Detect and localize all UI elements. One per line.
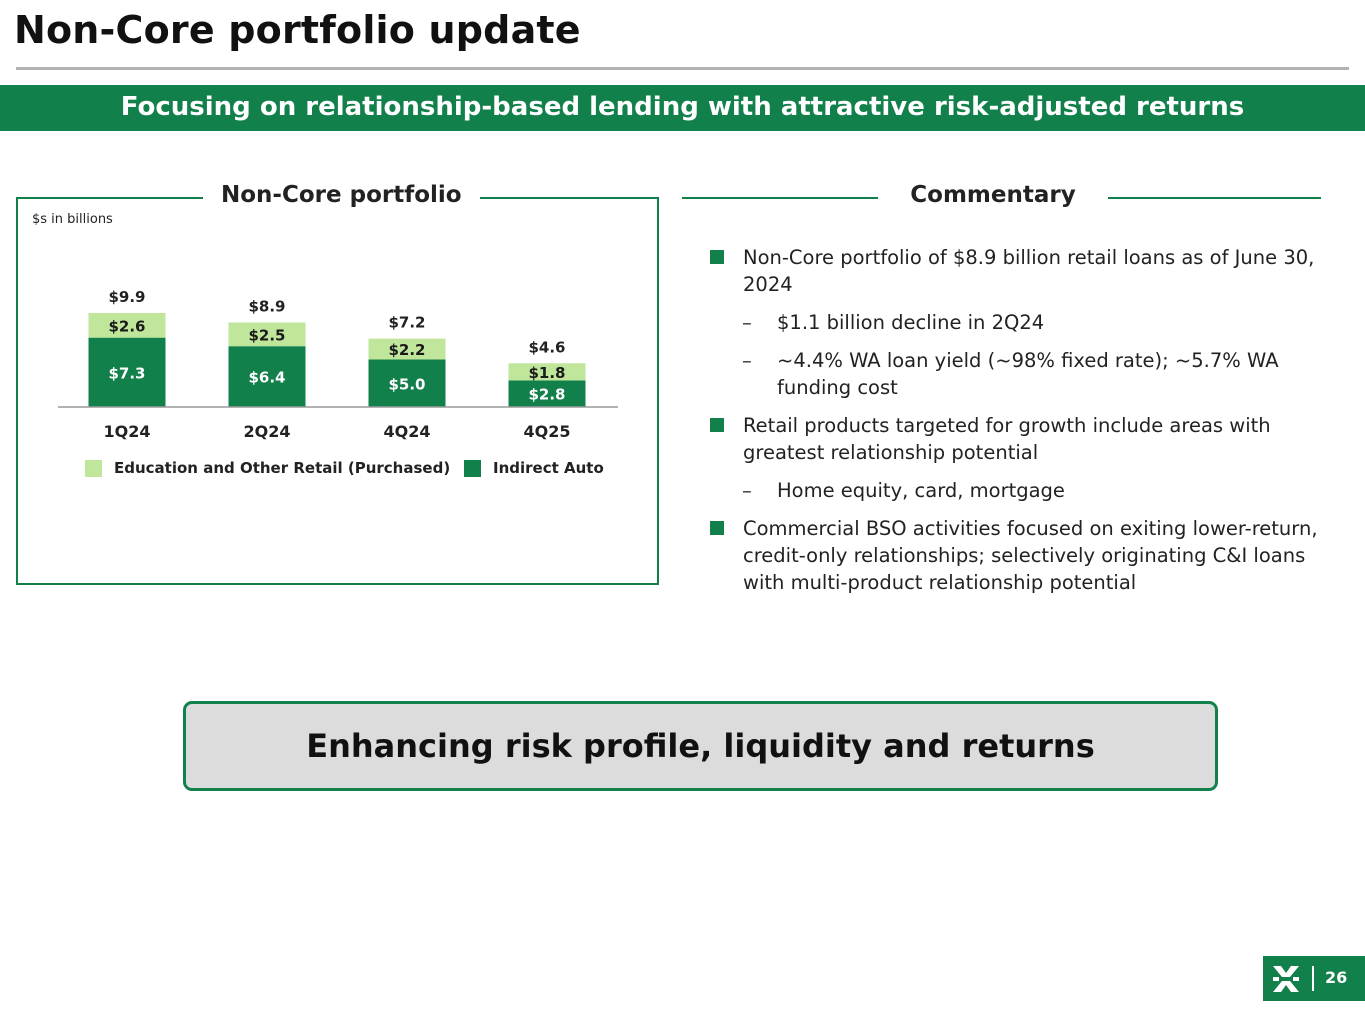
sub-bullet-text: ~4.4% WA loan yield (~98% fixed rate); ~… [777,349,1279,399]
chart-units-note: $s in billions [32,212,113,227]
commentary-rule-left [682,197,878,199]
bullet-square-icon [710,521,724,535]
dash-icon: – [742,349,752,372]
bullet-text: Non-Core portfolio of $8.9 billion retai… [743,246,1315,296]
commentary-bullet: Non-Core portfolio of $8.9 billion retai… [710,244,1330,298]
commentary-bullet: Retail products targeted for growth incl… [710,412,1330,466]
headline-banner: Focusing on relationship-based lending w… [0,85,1365,131]
commentary-sub-bullet: – $1.1 billion decline in 2Q24 [710,309,1330,336]
chart-panel [16,197,659,585]
commentary-list: Non-Core portfolio of $8.9 billion retai… [710,244,1330,607]
legend-label-education: Education and Other Retail (Purchased) [114,459,451,477]
footer-badge: 26 [1263,956,1365,1001]
commentary-sub-bullet: – ~4.4% WA loan yield (~98% fixed rate);… [710,347,1330,401]
bullet-text: Retail products targeted for growth incl… [743,414,1271,464]
chart-panel-title: Non-Core portfolio [203,182,480,208]
commentary-sub-bullet: – Home equity, card, mortgage [710,477,1330,504]
legend-swatch-education [85,459,102,477]
legend-item-education: Education and Other Retail (Purchased) [85,458,450,478]
brand-logo-icon [1273,966,1299,992]
bullet-square-icon [710,418,724,432]
commentary-bullet: Commercial BSO activities focused on exi… [710,515,1330,596]
commentary-title: Commentary [880,182,1106,208]
commentary-rule-right [1108,197,1321,199]
title-divider [16,67,1349,70]
bullet-text: Commercial BSO activities focused on exi… [743,517,1318,594]
legend-label-indirect-auto: Indirect Auto [493,459,604,477]
dash-icon: – [742,479,752,502]
sub-bullet-text: Home equity, card, mortgage [777,479,1065,502]
legend-swatch-indirect-auto [464,459,481,477]
page-title: Non-Core portfolio update [14,8,581,52]
footer-separator [1312,966,1314,991]
sub-bullet-text: $1.1 billion decline in 2Q24 [777,311,1045,334]
legend-item-indirect-auto: Indirect Auto [464,458,604,478]
bullet-square-icon [710,250,724,264]
dash-icon: – [742,311,752,334]
callout-box: Enhancing risk profile, liquidity and re… [183,701,1218,791]
page-number: 26 [1325,968,1348,987]
